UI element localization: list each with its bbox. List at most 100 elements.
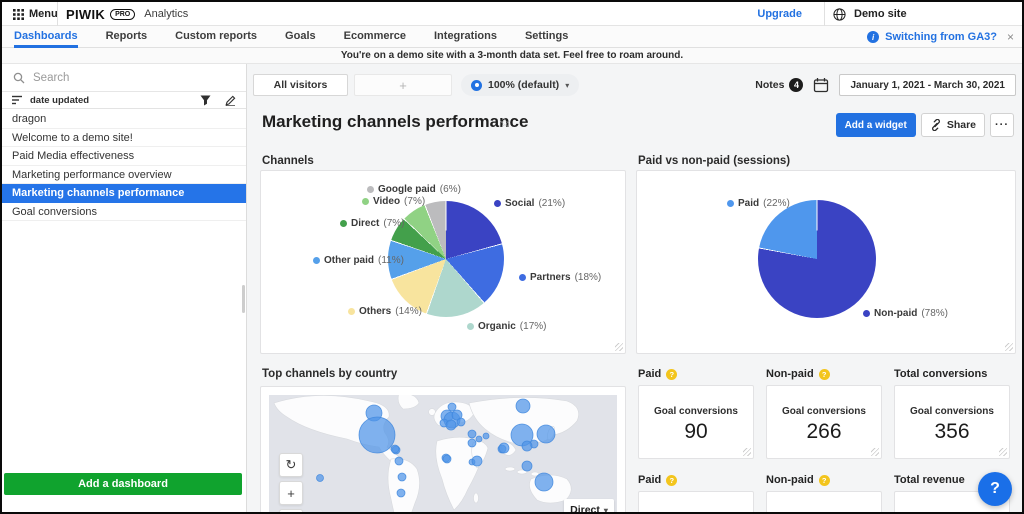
resize-grip[interactable] [1005, 343, 1013, 351]
filter-icon[interactable] [200, 95, 211, 106]
world-map[interactable] [269, 395, 617, 512]
resize-grip[interactable] [615, 343, 623, 351]
stat-col-nonpaid-revenue: Non-paid ? [766, 473, 884, 512]
add-segment-button[interactable]: + [354, 74, 452, 96]
tab-custom-reports[interactable]: Custom reports [175, 30, 258, 42]
map-bubble[interactable] [397, 472, 407, 482]
sort-icon[interactable] [12, 95, 23, 105]
legend-dot [519, 274, 526, 281]
dashboard-list-item[interactable]: Marketing channels performance [2, 184, 246, 203]
map-bubble[interactable] [396, 488, 406, 498]
map-channel-selected: Direct [570, 504, 600, 512]
tab-settings[interactable]: Settings [524, 30, 569, 42]
menu-label: Menu [29, 8, 58, 20]
map-bubble[interactable] [390, 444, 400, 454]
tab-dashboards[interactable]: Dashboards [14, 26, 78, 48]
map-bubble[interactable] [358, 416, 396, 454]
map-bubble[interactable] [515, 398, 531, 414]
dashboard-list-item[interactable]: Goal conversions [2, 203, 246, 221]
resize-grip[interactable] [871, 448, 879, 456]
tab-integrations[interactable]: Integrations [434, 30, 497, 42]
map-bubble[interactable] [445, 419, 457, 431]
map-bubble[interactable] [471, 455, 483, 467]
stat-col-paid-conversions: Paid ? Goal conversions 90 [638, 367, 756, 459]
pie-chart-channels[interactable] [388, 201, 504, 317]
calendar-icon[interactable] [813, 77, 829, 93]
stat-card: Goal conversions 266 [766, 385, 882, 459]
legend-dot [340, 220, 347, 227]
notes-count-badge: 4 [789, 78, 804, 92]
tab-reports[interactable]: Reports [105, 30, 148, 42]
stat-col-total-conversions: Total conversions Goal conversions 356 [894, 367, 1012, 459]
map-reset-button[interactable]: ↻ [279, 453, 303, 477]
date-range-picker[interactable]: January 1, 2021 - March 30, 2021 [839, 74, 1016, 96]
sidebar-search-row [2, 64, 246, 92]
stat-card: Goal conversions 356 [894, 385, 1010, 459]
main-content: All visitors + 100% (default) ▾ Notes 4 … [247, 64, 1022, 512]
map-bubble[interactable] [467, 429, 477, 439]
legend-dot [863, 310, 870, 317]
search-input[interactable] [33, 71, 213, 84]
favorite-star-icon[interactable]: ☆ [499, 115, 511, 130]
dashboard-list-item[interactable]: Marketing performance overview [2, 166, 246, 184]
goal-info-icon[interactable]: ? [666, 368, 678, 380]
segment-all-visitors-button[interactable]: All visitors [253, 74, 348, 96]
map-bubble[interactable] [447, 402, 457, 412]
dashboard-list-item[interactable]: Paid Media effectiveness [2, 147, 246, 166]
close-icon[interactable]: × [1006, 30, 1014, 44]
goal-info-icon[interactable]: ? [818, 474, 830, 486]
goal-info-icon[interactable]: ? [666, 474, 678, 486]
menu-button[interactable]: Menu [2, 2, 58, 26]
product-name: Analytics [144, 8, 189, 20]
map-channel-dropdown[interactable]: Direct ▾ [564, 499, 614, 512]
pie-label-social: Social (21%) [494, 198, 565, 209]
map-bubble[interactable] [316, 474, 324, 482]
ga3-link[interactable]: Switching from GA3? [885, 31, 997, 43]
more-options-button[interactable]: ··· [990, 113, 1014, 137]
pie-label-paid: Paid (22%) [727, 198, 790, 209]
map-bubble[interactable] [498, 442, 510, 454]
help-button[interactable]: ? [978, 472, 1012, 506]
notes-button[interactable]: Notes 4 [755, 78, 804, 92]
site-chooser[interactable]: Demo site [824, 2, 1022, 26]
map-bubble[interactable] [451, 409, 463, 421]
map-bubble[interactable] [467, 438, 477, 448]
dashboard-list-item[interactable]: dragon [2, 110, 246, 129]
legend-dot [348, 308, 355, 315]
sidebar-scrollbar-thumb[interactable] [242, 285, 245, 313]
goal-info-icon[interactable]: ? [818, 368, 830, 380]
map-bubble[interactable] [536, 424, 556, 444]
tab-goals[interactable]: Goals [285, 30, 316, 42]
upgrade-link[interactable]: Upgrade [757, 8, 802, 20]
map-bubble[interactable] [456, 417, 466, 427]
stat-metric-label: Goal conversions [782, 406, 866, 417]
resize-grip[interactable] [999, 448, 1007, 456]
map-zoom-in-button[interactable]: + [279, 481, 303, 505]
stat-card: Goal conversions 90 [638, 385, 754, 459]
brand-logo: PIWIK PRO Analytics [66, 2, 188, 26]
edit-icon[interactable] [225, 95, 236, 106]
share-label: Share [946, 119, 976, 131]
share-button[interactable]: Share [920, 113, 985, 137]
map-zoom-out-button[interactable]: − [279, 509, 303, 512]
tab-ecommerce[interactable]: Ecommerce [343, 30, 406, 42]
sort-label[interactable]: date updated [30, 94, 90, 106]
stat-header: Paid [638, 474, 662, 486]
map-bubble[interactable] [475, 435, 483, 443]
channels-widget-title: Channels [262, 155, 314, 167]
map-bubble[interactable] [442, 454, 452, 464]
dashboard-list-item[interactable]: Welcome to a demo site! [2, 129, 246, 147]
map-bubble[interactable] [482, 432, 490, 440]
map-bubble[interactable] [394, 456, 404, 466]
pie-chart-paid-vs-non-paid-sessions-[interactable] [758, 200, 876, 318]
sampling-selector[interactable]: 100% (default) ▾ [461, 74, 580, 96]
resize-grip[interactable] [743, 448, 751, 456]
map-bubble[interactable] [521, 460, 533, 472]
add-dashboard-button[interactable]: Add a dashboard [4, 473, 242, 495]
add-widget-button[interactable]: Add a widget [835, 113, 916, 137]
pie-label-non-paid: Non-paid (78%) [863, 308, 948, 319]
map-bubble[interactable] [534, 472, 554, 492]
ga3-banner: i Switching from GA3? × [867, 26, 1014, 48]
map-bubble[interactable] [521, 440, 533, 452]
